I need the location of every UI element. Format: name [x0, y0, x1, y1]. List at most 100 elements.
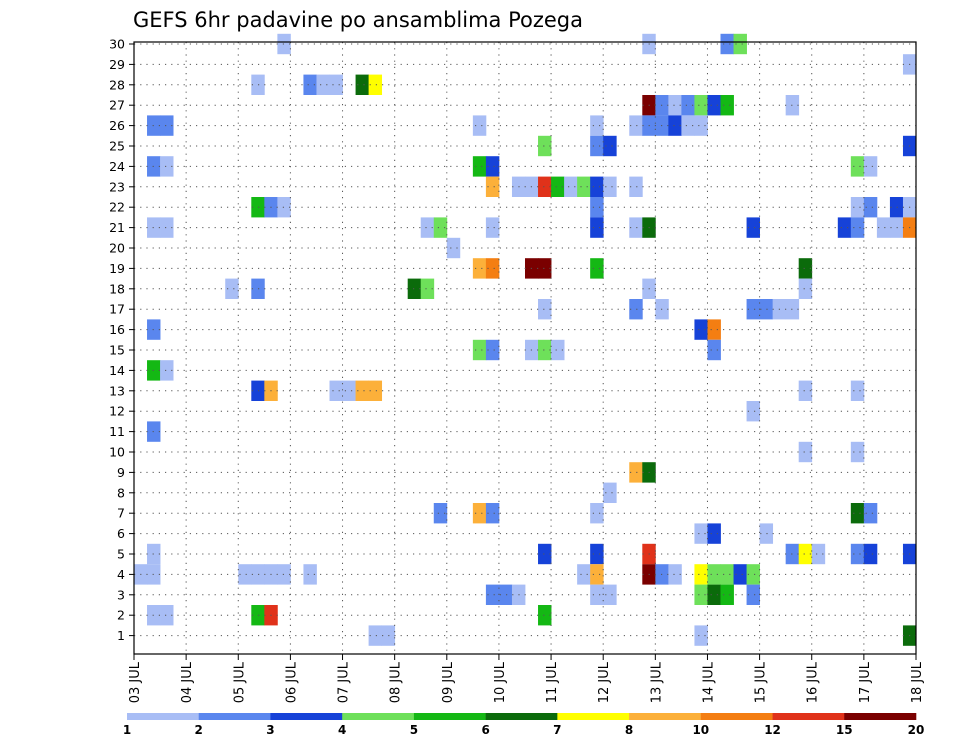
precip-cell: [876, 217, 891, 238]
legend-swatch: [270, 713, 343, 720]
precip-cell: [498, 584, 513, 605]
legend-label: 5: [410, 723, 418, 737]
precip-cell: [538, 299, 552, 320]
legend-swatch: [342, 713, 415, 720]
precip-cell: [746, 401, 760, 422]
precip-cell: [472, 339, 487, 361]
precip-cell: [355, 74, 369, 95]
y-axis: 1234567891011121314151617181920212223242…: [109, 37, 134, 643]
precip-cell: [668, 564, 682, 585]
precip-cell: [746, 299, 760, 320]
precip-cell: [603, 135, 617, 157]
y-tick-label: 7: [117, 506, 125, 521]
precip-cell: [603, 482, 617, 503]
precip-cell: [277, 33, 291, 55]
y-tick-label: 13: [109, 383, 125, 398]
precip-cell: [603, 176, 617, 197]
precip-cell: [433, 217, 448, 238]
precip-cell: [420, 278, 435, 299]
x-tick-label: 10 JUL: [493, 661, 508, 703]
precip-cell: [590, 217, 604, 238]
precip-cell: [485, 503, 500, 524]
y-tick-label: 19: [109, 261, 125, 276]
precip-cell: [225, 278, 239, 299]
precip-cell: [485, 176, 500, 197]
precip-cell: [329, 380, 343, 401]
precip-cell: [538, 135, 552, 157]
precip-cell: [160, 360, 174, 381]
precip-cell: [798, 278, 813, 299]
y-tick-label: 30: [109, 37, 125, 52]
precip-cell: [329, 74, 343, 95]
plot-frame: [133, 41, 917, 655]
precip-cell: [472, 503, 487, 524]
precip-cell: [160, 115, 174, 136]
precip-cell: [798, 258, 813, 279]
precip-cell: [577, 176, 591, 197]
precip-cell: [590, 197, 604, 218]
legend-label: 6: [481, 723, 489, 737]
x-tick-label: 15 JUL: [754, 661, 769, 703]
precip-cell: [863, 543, 878, 565]
precip-cell: [681, 115, 695, 136]
precip-cell: [746, 217, 760, 238]
precip-cell: [694, 523, 708, 544]
precip-cell: [733, 33, 747, 55]
legend-label: 20: [908, 723, 925, 737]
legend-label: 3: [266, 723, 274, 737]
y-tick-label: 20: [109, 241, 125, 256]
precip-cell: [720, 584, 734, 605]
legend-label: 10: [692, 723, 709, 737]
precip-cell: [850, 380, 865, 401]
legend-swatch: [485, 713, 558, 720]
legend-swatch: [700, 713, 773, 720]
x-tick-label: 07 JUL: [337, 661, 352, 703]
precip-cell: [472, 156, 487, 177]
precip-cell: [707, 584, 721, 605]
precip-cell: [707, 319, 721, 340]
x-axis: 03 JUL 04 JUL 05 JUL 06 JUL 07 JUL 08 JUL 09 J…: [128, 654, 925, 703]
precip-cell: [850, 543, 865, 565]
precip-cell: [590, 584, 604, 605]
legend-swatch: [413, 713, 486, 720]
precip-cell: [590, 176, 604, 197]
y-tick-label: 27: [109, 98, 125, 113]
y-tick-label: 24: [109, 159, 125, 174]
precip-cell: [798, 380, 813, 401]
precip-cell: [577, 564, 591, 585]
y-tick-label: 1: [117, 628, 125, 643]
precip-cell: [759, 523, 774, 544]
precip-cell: [707, 523, 721, 544]
precip-cell: [368, 625, 383, 646]
precip-cell: [485, 339, 500, 361]
legend-label: 15: [836, 723, 853, 737]
x-tick-label: 17 JUL: [858, 661, 873, 703]
chart-title: GEFS 6hr padavine po ansamblima Pozega: [133, 8, 583, 32]
x-tick-label: 04 JUL: [180, 661, 195, 703]
precip-cell: [368, 74, 383, 95]
precip-cell: [850, 503, 865, 524]
precip-cell: [485, 217, 500, 238]
y-tick-label: 11: [109, 424, 125, 439]
y-tick-label: 18: [109, 281, 125, 296]
x-tick-label: 09 JUL: [441, 661, 456, 703]
precip-cell: [551, 176, 565, 197]
y-tick-label: 12: [109, 404, 125, 419]
precip-cell: [160, 156, 174, 177]
y-tick-label: 16: [109, 322, 125, 337]
y-tick-label: 2: [117, 608, 125, 623]
legend-label: 2: [195, 723, 203, 737]
precip-cell: [811, 543, 826, 565]
precip-cell: [538, 176, 552, 197]
precip-cell: [355, 380, 369, 401]
precip-cell: [590, 115, 604, 136]
x-tick-label: 05 JUL: [232, 661, 247, 703]
precip-cell: [538, 258, 552, 279]
precip-cell: [629, 462, 643, 483]
y-tick-label: 22: [109, 200, 125, 215]
legend-label: 7: [553, 723, 561, 737]
y-tick-label: 6: [117, 526, 125, 541]
y-tick-label: 8: [117, 485, 125, 500]
precip-cell: [668, 95, 682, 116]
